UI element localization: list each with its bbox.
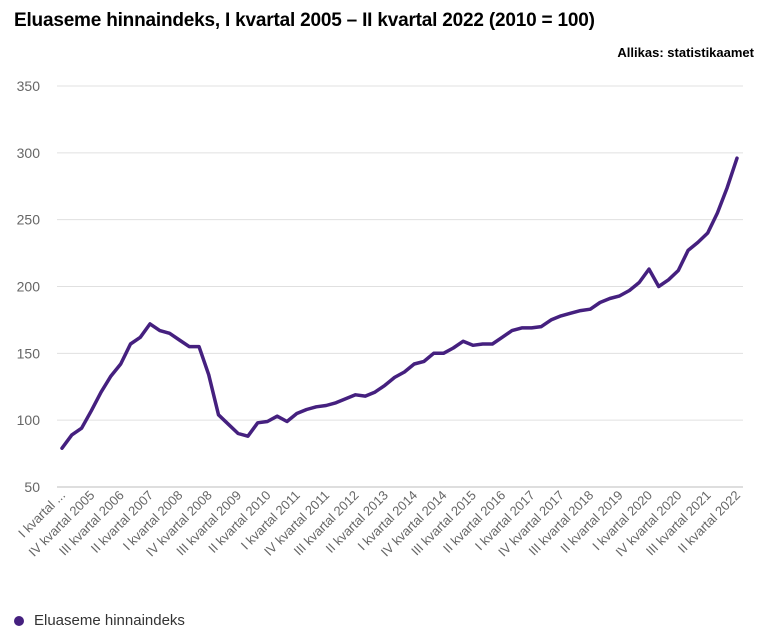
y-tick-label: 50 — [24, 479, 40, 495]
y-tick-label: 100 — [17, 412, 41, 428]
chart-title: Eluaseme hinnaindeks, I kvartal 2005 – I… — [14, 10, 595, 31]
y-tick-label: 300 — [17, 145, 41, 161]
series-line — [60, 156, 739, 450]
y-tick-label: 150 — [17, 345, 41, 361]
source-note: Allikas: statistikaamet — [617, 45, 754, 60]
y-tick-label: 350 — [17, 78, 41, 94]
legend-label: Eluaseme hinnaindeks — [34, 612, 185, 629]
legend: Eluaseme hinnaindeks — [14, 612, 185, 629]
y-tick-label: 200 — [17, 279, 41, 295]
y-tick-label: 250 — [17, 212, 41, 228]
legend-marker — [14, 615, 24, 626]
